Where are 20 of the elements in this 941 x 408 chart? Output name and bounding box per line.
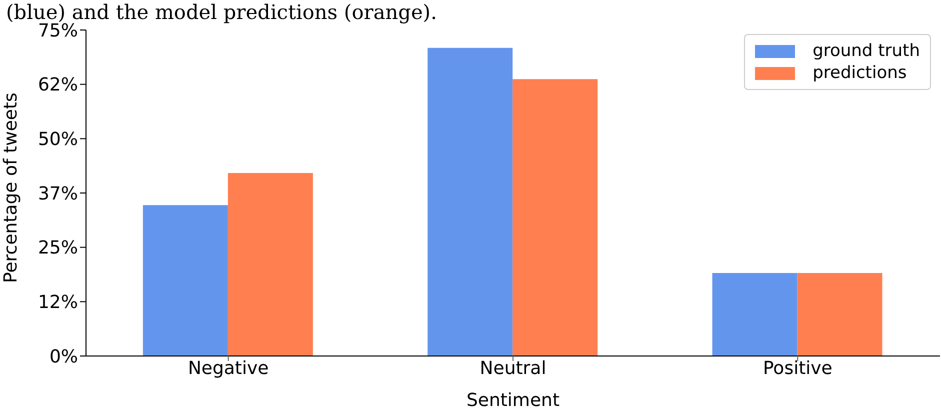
- y-tick-label: 12%: [38, 292, 78, 314]
- text: (blue) and the model predictions (orange).: [6, 0, 437, 24]
- x-tick-label: Positive: [762, 358, 832, 379]
- y-tick-label: 50%: [38, 129, 78, 150]
- y-tick-label: 0%: [49, 346, 78, 368]
- y-tick-label: 62%: [38, 74, 78, 96]
- bar: [512, 79, 598, 356]
- bar: [142, 205, 228, 356]
- bar: [712, 272, 798, 356]
- legend-label: predictions: [812, 63, 907, 83]
- x-tick-label: Neutral: [480, 358, 546, 379]
- y-axis-title: Percentage of tweets: [0, 92, 22, 283]
- bar: [797, 272, 882, 356]
- bar: [228, 173, 313, 356]
- x-axis-title: Sentiment: [466, 390, 560, 408]
- x-tick-label: Negative: [188, 358, 269, 379]
- legend-label: ground truth: [812, 41, 920, 61]
- y-tick-label: 25%: [38, 238, 78, 259]
- y-tick-label: 37%: [38, 183, 78, 204]
- bar: [428, 48, 513, 356]
